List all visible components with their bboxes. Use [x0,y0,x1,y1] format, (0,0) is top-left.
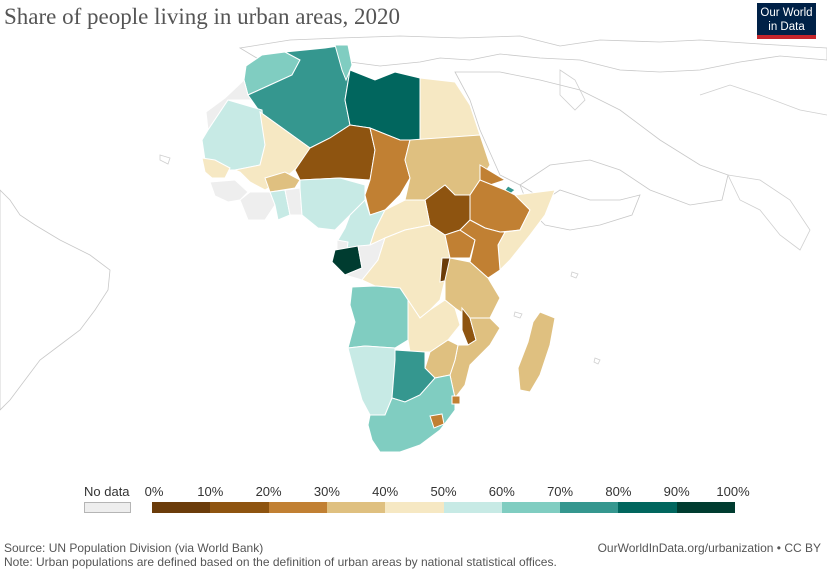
legend-tick-label: 70% [547,484,574,499]
country-kenya[interactable] [459,219,506,279]
logo-line-1: Our World [760,7,813,19]
country-chad[interactable] [364,127,411,216]
country-mozambique[interactable] [449,317,501,400]
legend-tick-label: 60% [488,484,515,499]
island-cluster-1 [159,154,171,165]
no-data-label: No data [84,484,130,499]
legend-tick-label: 50% [430,484,457,499]
legend-tick-label: 10% [197,484,224,499]
country-madagascar[interactable] [517,311,556,393]
legend-bin[interactable] [210,502,270,513]
owid-logo[interactable]: Our World in Data [757,3,816,39]
country-tunisia[interactable] [334,44,353,82]
india-outline [727,174,811,251]
legend-bin[interactable] [152,502,211,513]
country-eswatini[interactable] [451,395,461,405]
legend-bin[interactable] [268,502,328,513]
legend-bin[interactable] [560,502,619,513]
chart-title: Share of people living in urban areas, 2… [4,4,400,29]
source-text: Source: UN Population Division (via Worl… [4,541,264,555]
country-namibia[interactable] [347,345,396,416]
legend-bin[interactable] [501,502,561,513]
country-zambia[interactable] [407,298,461,353]
landmass-middle-east [454,71,729,206]
legend-tick-label: 100% [716,484,750,499]
legend-tick-label: 40% [372,484,399,499]
landmass-south-america [0,189,111,411]
legend-tick-label: 90% [663,484,690,499]
country-egypt[interactable] [419,77,481,141]
legend-tick-label: 0% [144,484,164,499]
country-senegal[interactable] [201,157,231,179]
island-cluster-2 [513,311,523,319]
africa-countries [201,44,556,453]
landmass-europe [238,35,827,73]
legend-bin[interactable] [443,502,503,513]
country-nigeria[interactable] [299,177,366,231]
legend-tick-label: 30% [313,484,340,499]
legend-tick-label: 20% [255,484,282,499]
legend-bin[interactable] [618,502,678,513]
country-ghana[interactable] [269,189,291,221]
coast-details [159,69,827,365]
no-data-swatch[interactable] [84,502,131,513]
legend-bin[interactable] [326,502,386,513]
legend-tick-label: 80% [605,484,632,499]
country-cote-divoire[interactable] [239,191,276,221]
world-map[interactable] [0,35,827,480]
landmass-arabia-detail [519,184,641,231]
country-angola[interactable] [347,285,409,349]
island-cluster-4 [570,271,579,279]
legend-bin[interactable] [676,502,736,513]
note-text: Note: Urban populations are defined base… [4,555,557,569]
logo-line-2: in Data [768,21,805,33]
island-cluster-3 [593,357,601,365]
country-burkina-faso[interactable] [264,171,301,193]
eastern-coastline [699,84,827,116]
other-landmass [0,35,827,411]
caspian-outline [559,69,586,111]
color-legend: No data 0% 10% 20% 30% 40% 50% 60% 70% 80% 90% 100… [0,484,827,516]
url-license-link[interactable]: OurWorldInData.org/urbanization • CC BY [597,541,821,555]
country-lesotho[interactable] [429,413,445,429]
legend-bin[interactable] [385,502,444,513]
